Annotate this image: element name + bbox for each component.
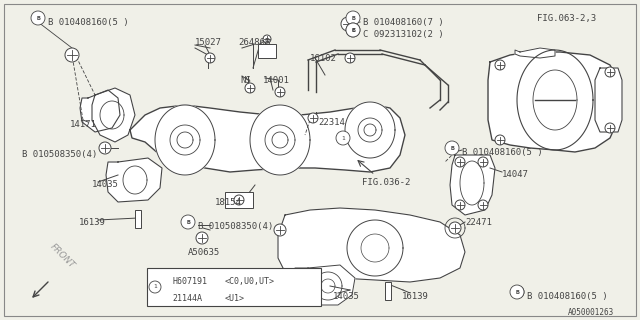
- Circle shape: [65, 48, 79, 62]
- Text: B: B: [186, 220, 190, 225]
- Circle shape: [336, 131, 350, 145]
- Circle shape: [510, 285, 524, 299]
- Polygon shape: [293, 265, 355, 305]
- Circle shape: [346, 23, 360, 37]
- Polygon shape: [345, 102, 395, 158]
- Circle shape: [455, 200, 465, 210]
- Text: 18154: 18154: [215, 198, 242, 207]
- Text: B 010508350(4): B 010508350(4): [198, 222, 273, 231]
- Polygon shape: [250, 105, 310, 175]
- Circle shape: [445, 141, 459, 155]
- Text: NS: NS: [240, 76, 251, 85]
- Text: B: B: [351, 28, 355, 33]
- Text: 1: 1: [341, 135, 345, 140]
- Text: B: B: [36, 15, 40, 20]
- Circle shape: [99, 142, 111, 154]
- Polygon shape: [595, 68, 622, 132]
- Text: 21144A: 21144A: [172, 294, 202, 303]
- Text: 14047: 14047: [502, 170, 529, 179]
- Polygon shape: [155, 105, 215, 175]
- Text: FRONT: FRONT: [48, 242, 76, 270]
- Circle shape: [234, 195, 244, 205]
- Text: B: B: [515, 290, 519, 294]
- Text: 14035: 14035: [92, 180, 119, 189]
- Text: 26486B: 26486B: [238, 38, 270, 47]
- Bar: [258, 44, 276, 58]
- Text: B: B: [450, 146, 454, 150]
- Text: 16102: 16102: [310, 54, 337, 63]
- Circle shape: [205, 53, 215, 63]
- Circle shape: [263, 35, 271, 43]
- Circle shape: [181, 215, 195, 229]
- Circle shape: [478, 200, 488, 210]
- Text: 14035: 14035: [333, 292, 360, 301]
- Text: <C0,U0,UT>: <C0,U0,UT>: [225, 277, 275, 286]
- Text: 14171: 14171: [70, 120, 97, 129]
- Polygon shape: [450, 155, 495, 215]
- Polygon shape: [106, 158, 162, 202]
- Circle shape: [495, 135, 505, 145]
- Bar: [147, 268, 321, 306]
- Text: B 010408160(5 ): B 010408160(5 ): [527, 292, 607, 301]
- Bar: [385, 282, 391, 300]
- Text: B 010408160(7 ): B 010408160(7 ): [363, 18, 444, 27]
- Bar: [225, 192, 253, 208]
- Circle shape: [245, 83, 255, 93]
- Polygon shape: [80, 90, 120, 132]
- Circle shape: [345, 53, 355, 63]
- Text: H607191: H607191: [172, 277, 207, 286]
- Polygon shape: [488, 52, 618, 152]
- Text: 14001: 14001: [263, 76, 290, 85]
- Text: 16139: 16139: [79, 218, 106, 227]
- Text: 22471: 22471: [465, 218, 492, 227]
- Text: 1: 1: [153, 284, 157, 290]
- Circle shape: [495, 60, 505, 70]
- Text: C 092313102(2 ): C 092313102(2 ): [363, 30, 444, 39]
- Circle shape: [455, 157, 465, 167]
- Text: FIG.063-2,3: FIG.063-2,3: [537, 14, 596, 23]
- Bar: [135, 210, 141, 228]
- Circle shape: [449, 222, 461, 234]
- Circle shape: [275, 87, 285, 97]
- Text: B 010508350(4): B 010508350(4): [22, 150, 97, 159]
- Polygon shape: [515, 48, 555, 58]
- Polygon shape: [92, 88, 135, 142]
- Circle shape: [346, 11, 360, 25]
- Circle shape: [149, 281, 161, 293]
- Text: 15027: 15027: [195, 38, 222, 47]
- Circle shape: [196, 232, 208, 244]
- Text: B 010408160(5 ): B 010408160(5 ): [462, 148, 543, 157]
- Circle shape: [31, 11, 45, 25]
- Circle shape: [274, 224, 286, 236]
- Text: 22314: 22314: [318, 118, 345, 127]
- Text: B: B: [351, 15, 355, 20]
- Circle shape: [346, 23, 360, 37]
- Circle shape: [605, 67, 615, 77]
- Polygon shape: [347, 220, 403, 276]
- Circle shape: [308, 113, 318, 123]
- Circle shape: [605, 123, 615, 133]
- Text: FIG.036-2: FIG.036-2: [362, 178, 410, 187]
- Polygon shape: [130, 105, 405, 172]
- Text: 16139: 16139: [402, 292, 429, 301]
- Circle shape: [512, 286, 524, 298]
- Text: B 010408160(5 ): B 010408160(5 ): [48, 18, 129, 27]
- Circle shape: [478, 157, 488, 167]
- Polygon shape: [278, 208, 465, 282]
- Text: A50635: A50635: [188, 248, 220, 257]
- Text: C: C: [351, 28, 355, 33]
- Text: A050001263: A050001263: [568, 308, 614, 317]
- Circle shape: [341, 17, 355, 31]
- Text: <U1>: <U1>: [225, 294, 245, 303]
